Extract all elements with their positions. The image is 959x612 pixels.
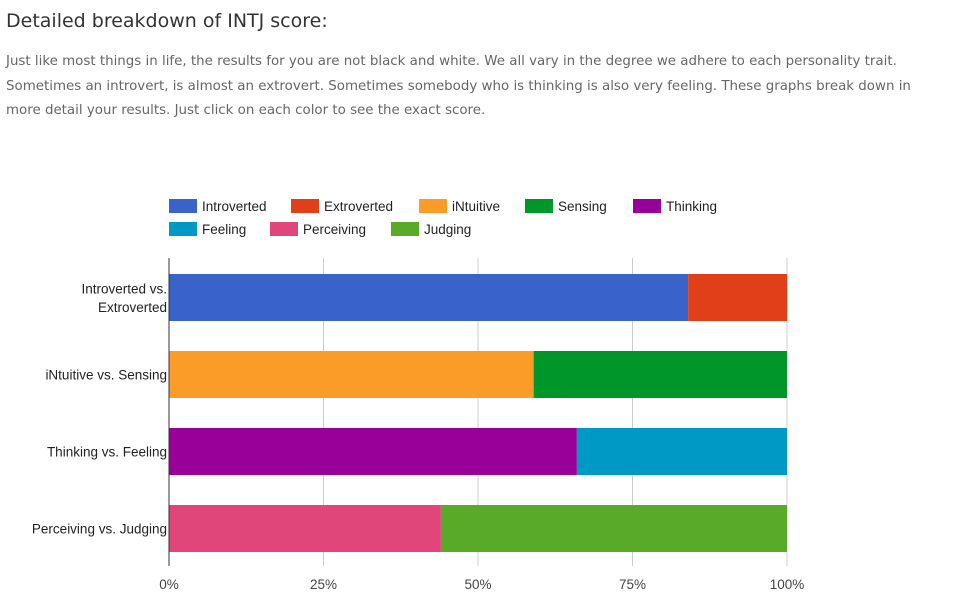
bar-extroverted[interactable] xyxy=(688,274,787,321)
legend-swatch xyxy=(270,222,298,236)
legend-swatch xyxy=(419,199,447,213)
x-tick-label: 75% xyxy=(619,577,646,592)
legend-label: Thinking xyxy=(666,199,717,214)
legend-item-introverted[interactable]: Introverted xyxy=(169,199,267,214)
legend-swatch xyxy=(169,222,197,236)
bar-thinking[interactable] xyxy=(169,428,577,475)
bar-introverted[interactable] xyxy=(169,274,689,321)
bar-intuitive[interactable] xyxy=(169,351,534,398)
legend-swatch xyxy=(391,222,419,236)
category-label: Perceiving vs. Judging xyxy=(32,522,167,537)
legend-label: Feeling xyxy=(202,222,246,237)
legend-item-extroverted[interactable]: Extroverted xyxy=(291,199,393,214)
category-label: Introverted vs. Extroverted xyxy=(81,281,167,315)
legend-item-thinking[interactable]: Thinking xyxy=(633,199,717,214)
page-description: Just like most things in life, the resul… xyxy=(6,54,911,118)
legend-item-sensing[interactable]: Sensing xyxy=(525,199,607,214)
legend-label: Sensing xyxy=(558,199,607,214)
legend-item-intuitive[interactable]: iNtuitive xyxy=(419,199,500,214)
bar-sensing[interactable] xyxy=(533,351,787,398)
bar-perceiving[interactable] xyxy=(169,505,441,552)
bar-judging[interactable] xyxy=(440,505,787,552)
bars[interactable]: Introverted vs. Extroverted iNtuitive vs. … xyxy=(32,274,787,552)
legend-label: Perceiving xyxy=(303,222,366,237)
legend[interactable]: Introverted Extroverted iNtuitive Sensing Th… xyxy=(169,199,717,237)
category-label: Thinking vs. Feeling xyxy=(47,445,167,460)
legend-swatch xyxy=(525,199,553,213)
axis: 0% 25% 50% 75% 100% xyxy=(159,258,804,592)
legend-item-feeling[interactable]: Feeling xyxy=(169,222,246,237)
legend-swatch xyxy=(169,199,197,213)
page-title: Detailed breakdown of INTJ score: xyxy=(6,10,328,32)
x-tick-label: 25% xyxy=(310,577,337,592)
legend-label: Introverted xyxy=(202,199,267,214)
legend-label: Extroverted xyxy=(324,199,393,214)
legend-swatch xyxy=(291,199,319,213)
legend-label: iNtuitive xyxy=(452,199,500,214)
legend-label: Judging xyxy=(424,222,471,237)
x-tick-label: 50% xyxy=(464,577,491,592)
legend-item-judging[interactable]: Judging xyxy=(391,222,471,237)
category-label: iNtuitive vs. Sensing xyxy=(45,368,167,383)
legend-item-perceiving[interactable]: Perceiving xyxy=(270,222,366,237)
bar-feeling[interactable] xyxy=(576,428,787,475)
legend-swatch xyxy=(633,199,661,213)
x-tick-label: 100% xyxy=(770,577,805,592)
x-tick-label: 0% xyxy=(159,577,179,592)
